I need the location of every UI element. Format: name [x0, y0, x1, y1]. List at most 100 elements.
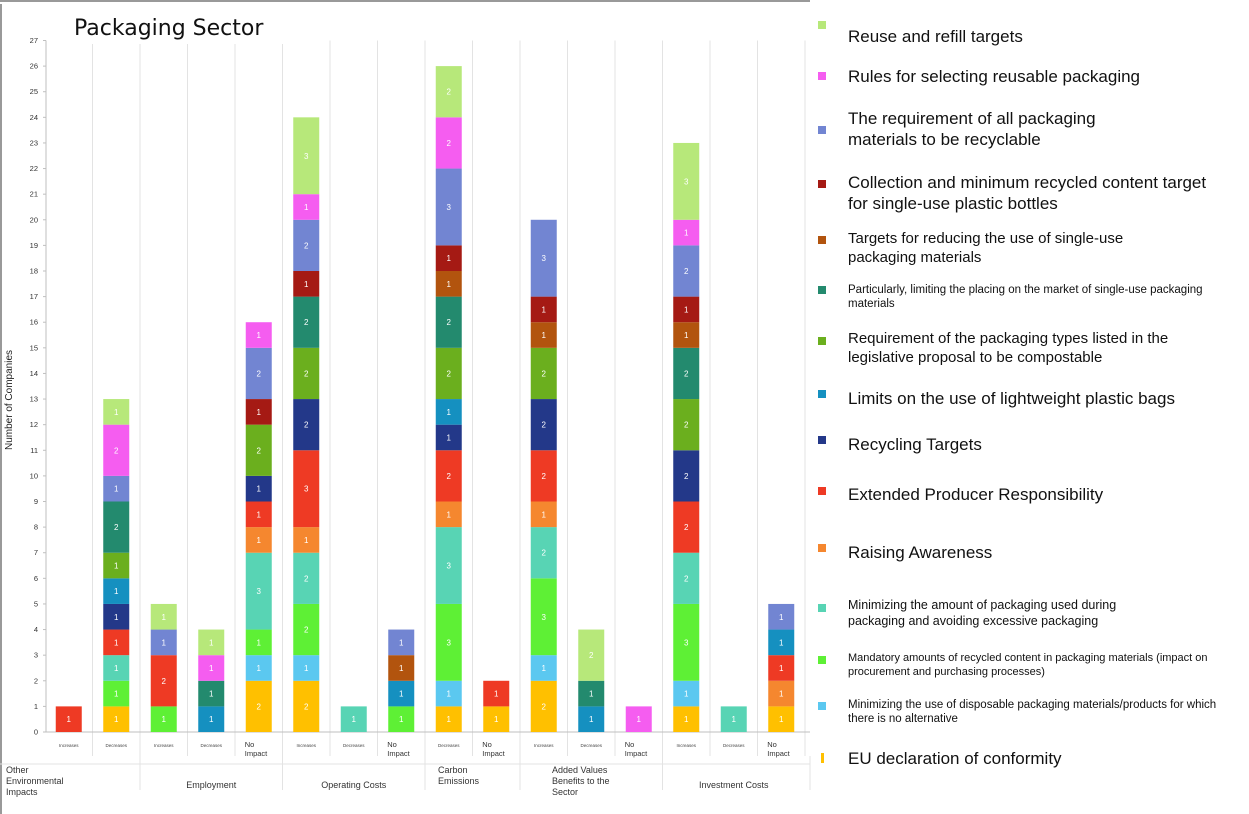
- bar-segment: [768, 680, 795, 707]
- x-tick-label: No Impact: [245, 740, 268, 758]
- data-label: 2: [684, 574, 689, 583]
- data-label: 1: [684, 331, 689, 340]
- legend-swatch: [818, 337, 826, 345]
- data-label: 2: [304, 626, 309, 635]
- data-label: 1: [114, 613, 119, 622]
- bar-segment: [768, 629, 795, 656]
- bar-segment: [435, 296, 462, 348]
- data-label: 2: [447, 88, 452, 97]
- data-label: 2: [162, 677, 167, 686]
- bar-segment: [388, 655, 415, 681]
- y-tick-label: 7: [34, 548, 38, 557]
- bar-segment: [388, 629, 415, 656]
- x-tick-label: Increases: [59, 743, 79, 748]
- legend-swatch: [818, 544, 826, 552]
- y-tick-label: 17: [30, 292, 38, 301]
- bar-segment: [293, 347, 320, 400]
- bar-segment: [435, 706, 462, 732]
- legend-label: Extended Producer Responsibility: [848, 485, 1104, 504]
- y-tick-label: 11: [30, 446, 38, 455]
- data-label: 1: [257, 485, 262, 494]
- data-label: 1: [684, 305, 689, 314]
- legend-label: Collection and minimum recycled content …: [848, 173, 1207, 214]
- bar-segment: [530, 347, 557, 400]
- legend-swatch: [818, 436, 826, 444]
- bar-segment: [103, 501, 130, 553]
- data-label: 1: [114, 485, 119, 494]
- y-tick-label: 15: [30, 343, 38, 352]
- bar-segment: [530, 219, 557, 297]
- data-label: 1: [399, 715, 404, 724]
- x-tick-label: Decreases: [723, 743, 745, 748]
- data-label: 1: [589, 715, 594, 724]
- bar-segment: [293, 117, 320, 195]
- bar-segment: [673, 680, 700, 707]
- legend-swatch: [818, 702, 826, 710]
- legend: Reuse and refill targets Rules for selec…: [810, 0, 1249, 814]
- data-label: 2: [684, 421, 689, 430]
- bar-segment: [150, 629, 177, 656]
- data-label: 3: [542, 613, 547, 622]
- x-tick-label: No Impact: [625, 740, 648, 758]
- y-tick-label: 4: [34, 625, 38, 634]
- data-label: 1: [542, 331, 547, 340]
- data-label: 1: [779, 613, 784, 622]
- bar-segment: [530, 399, 557, 451]
- x-tick-label: No Impact: [482, 740, 505, 758]
- x-tick-label: Increases: [154, 743, 174, 748]
- legend-label: Recycling Targets: [848, 435, 982, 454]
- bar-segment: [673, 399, 700, 451]
- data-label: 2: [589, 651, 594, 660]
- y-axis-label: Number of Companies: [4, 349, 15, 451]
- data-label: 2: [684, 267, 689, 276]
- bar-segment: [435, 168, 462, 246]
- bar-segment: [245, 552, 272, 630]
- legend-label: Minimizing the use of disposable packagi…: [848, 699, 1217, 726]
- y-tick-label: 18: [30, 267, 38, 276]
- bar-segment: [673, 219, 700, 246]
- data-label: 2: [257, 369, 262, 378]
- data-label: 3: [447, 562, 452, 571]
- data-label: 1: [209, 715, 214, 724]
- group-label: Operating Costs: [321, 780, 387, 790]
- data-label: 1: [67, 715, 72, 724]
- y-tick-label: 19: [30, 241, 38, 250]
- bar-segment: [150, 603, 177, 630]
- data-label: 1: [447, 280, 452, 289]
- legend-label: Targets for reducing the use of single-u…: [848, 230, 1124, 266]
- data-label: 1: [779, 638, 784, 647]
- data-label: 1: [637, 715, 642, 724]
- legend-swatch: [818, 390, 826, 398]
- data-label: 2: [447, 318, 452, 327]
- data-label: 1: [114, 638, 119, 647]
- data-label: 2: [257, 702, 262, 711]
- y-tick-label: 1: [34, 702, 38, 711]
- bar-segment: [625, 706, 652, 732]
- data-label: 1: [447, 510, 452, 519]
- data-label: 1: [447, 715, 452, 724]
- bar-segment: [673, 603, 700, 681]
- bar-segment: [245, 501, 272, 528]
- data-label: 1: [494, 715, 499, 724]
- data-label: 3: [257, 587, 262, 596]
- data-label: 1: [399, 664, 404, 673]
- data-label: 3: [447, 638, 452, 647]
- bar-segment: [483, 680, 510, 707]
- data-label: 2: [257, 446, 262, 455]
- data-label: 1: [114, 664, 119, 673]
- data-label: 1: [162, 638, 167, 647]
- bar-segment: [435, 424, 462, 451]
- data-label: 1: [304, 203, 309, 212]
- bar-segment: [530, 322, 557, 348]
- bar-segment: [150, 655, 177, 707]
- data-label: 3: [447, 203, 452, 212]
- bar-segment: [245, 322, 272, 348]
- bar-segment: [673, 501, 700, 553]
- data-label: 1: [304, 664, 309, 673]
- bar-segment: [245, 475, 272, 502]
- legend-swatch: [818, 656, 826, 664]
- data-label: 1: [257, 408, 262, 417]
- bar-segment: [530, 527, 557, 579]
- bar-segment: [103, 578, 130, 604]
